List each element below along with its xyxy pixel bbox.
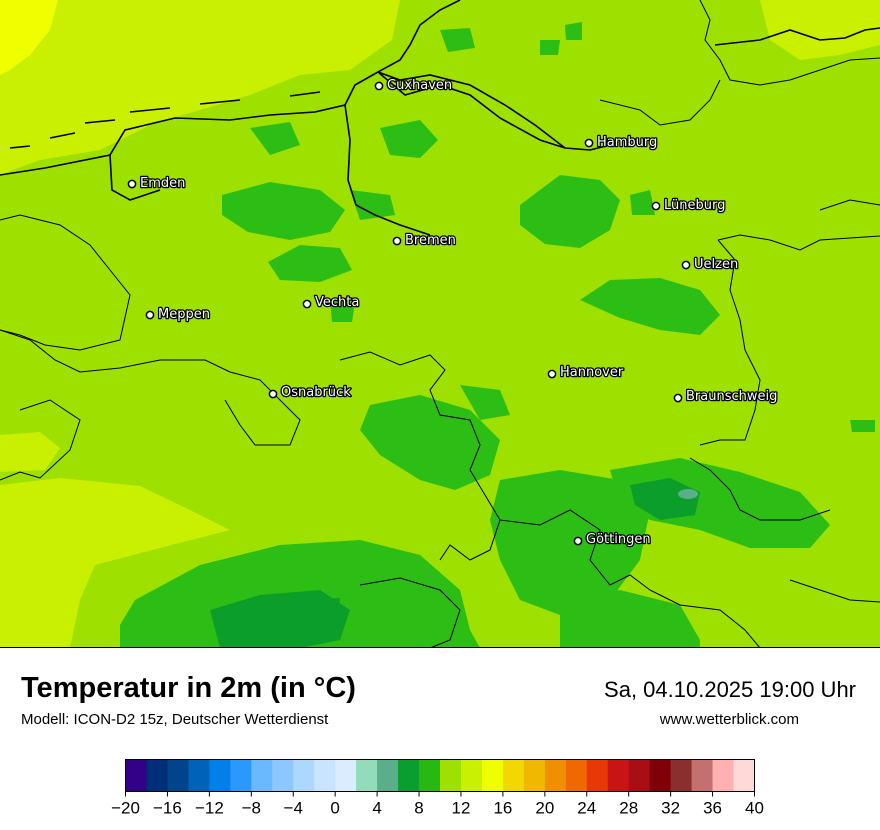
color-scale-swatch (460, 759, 483, 792)
city-meppen: Meppen (145, 306, 211, 323)
color-scale-swatch (293, 759, 315, 792)
coastlines (0, 0, 880, 236)
city-label-osnabrueck: Osnabrück (281, 385, 351, 400)
color-scale-swatch (272, 759, 294, 792)
city-cuxhaven: Cuxhaven (374, 77, 453, 94)
color-scale-swatch (628, 759, 651, 792)
color-scale-swatch (125, 759, 147, 792)
color-scale-tick-label: 16 (493, 799, 512, 818)
city-label-uelzen: Uelzen (694, 257, 738, 272)
city-bremen: Bremen (392, 232, 457, 249)
color-scale-tick-label: −20 (111, 799, 140, 818)
field-warm-w (0, 432, 60, 472)
city-label-lueneburg: Lüneburg (664, 198, 725, 213)
city-label-meppen: Meppen (158, 307, 210, 322)
color-scale-swatch (398, 759, 420, 792)
city-label-emden: Emden (140, 176, 185, 191)
color-scale-tick-label: 36 (703, 799, 722, 818)
color-scale-tick-label: −12 (195, 799, 224, 818)
color-scale-swatch (146, 759, 168, 792)
color-scale-swatch (544, 759, 567, 792)
color-scale-swatch (523, 759, 546, 792)
website-link: www.wetterblick.com (659, 711, 799, 728)
color-scale-swatch (230, 759, 252, 792)
color-scale-tick-label: −16 (153, 799, 182, 818)
borders (0, 0, 880, 648)
color-scale-swatch (649, 759, 672, 792)
city-osnabrueck: Osnabrück (268, 384, 352, 401)
city-label-bremen: Bremen (405, 233, 456, 248)
color-scale-tick-label: 32 (661, 799, 680, 818)
color-scale-swatch (691, 759, 714, 792)
city-label-hamburg: Hamburg (597, 135, 657, 150)
color-scale-tick-label: 20 (535, 799, 554, 818)
color-scale-swatch (670, 759, 693, 792)
color-scale-swatch (188, 759, 210, 792)
color-scale-swatch (419, 759, 441, 792)
field-dark-green (210, 478, 700, 648)
page-title: Temperatur in 2m (in °C) (21, 672, 356, 704)
city-uelzen: Uelzen (681, 256, 739, 273)
forecast-datetime: Sa, 04.10.2025 19:00 Uhr (604, 677, 856, 702)
city-label-cuxhaven: Cuxhaven (387, 78, 452, 93)
color-scale-swatch (440, 759, 462, 792)
field-warm-nw (0, 0, 400, 175)
color-scale-swatch (565, 759, 588, 792)
city-hannover: Hannover (547, 364, 625, 381)
city-label-goettingen: Göttingen (586, 532, 651, 547)
color-scale-swatch (209, 759, 231, 792)
model-source: Modell: ICON-D2 15z, Deutscher Wetterdie… (21, 711, 329, 728)
city-label-hannover: Hannover (560, 365, 624, 380)
color-scale-swatch (335, 759, 357, 792)
field-yellow-corner (0, 0, 58, 75)
city-emden: Emden (127, 175, 187, 192)
city-markers: Cuxhaven Hamburg Emden Lüneburg Bremen U… (127, 77, 779, 548)
color-scale-swatch (607, 759, 630, 792)
temperature-map: Cuxhaven Hamburg Emden Lüneburg Bremen U… (0, 0, 880, 648)
color-scale-swatch (167, 759, 189, 792)
city-label-braunschweig: Braunschweig (686, 389, 777, 404)
color-scale-tick-label: 40 (745, 799, 764, 818)
color-scale-swatch (377, 759, 399, 792)
color-scale-swatch (314, 759, 336, 792)
color-scale-swatch (712, 759, 735, 792)
color-scale-tick-label: 12 (452, 799, 471, 818)
field-warm-sw (0, 478, 230, 648)
color-scale-swatch (502, 759, 525, 792)
color-scale: −20 −16 −12 −8 −4 0 4 8 12 16 20 24 28 32 36 40 (111, 759, 764, 818)
color-scale-ticks: −20 −16 −12 −8 −4 0 4 8 12 16 20 24 28 32 36 40 (111, 791, 764, 818)
city-label-vechta: Vechta (315, 295, 359, 310)
city-vechta: Vechta (302, 294, 361, 311)
city-lueneburg: Lüneburg (651, 197, 727, 214)
color-scale-tick-label: 8 (414, 799, 423, 818)
color-scale-tick-label: 4 (372, 799, 381, 818)
color-scale-swatch (586, 759, 609, 792)
field-warm-ne (760, 0, 880, 60)
legend-footer: Temperatur in 2m (in °C) Modell: ICON-D2… (0, 648, 880, 830)
color-scale-tick-label: 0 (330, 799, 339, 818)
city-goettingen: Göttingen (573, 531, 652, 548)
color-scale-swatch (251, 759, 273, 792)
color-scale-tick-label: 24 (577, 799, 596, 818)
field-cool-spot (678, 489, 698, 499)
city-braunschweig: Braunschweig (673, 388, 779, 405)
color-scale-swatch (733, 759, 755, 792)
color-scale-tick-label: −4 (284, 799, 303, 818)
color-scale-swatch (481, 759, 504, 792)
color-scale-swatch (356, 759, 378, 792)
color-scale-frame (125, 759, 755, 792)
color-scale-tick-label: −8 (242, 799, 261, 818)
city-hamburg: Hamburg (584, 134, 659, 151)
color-scale-swatches (125, 759, 755, 792)
color-scale-tick-label: 28 (619, 799, 638, 818)
